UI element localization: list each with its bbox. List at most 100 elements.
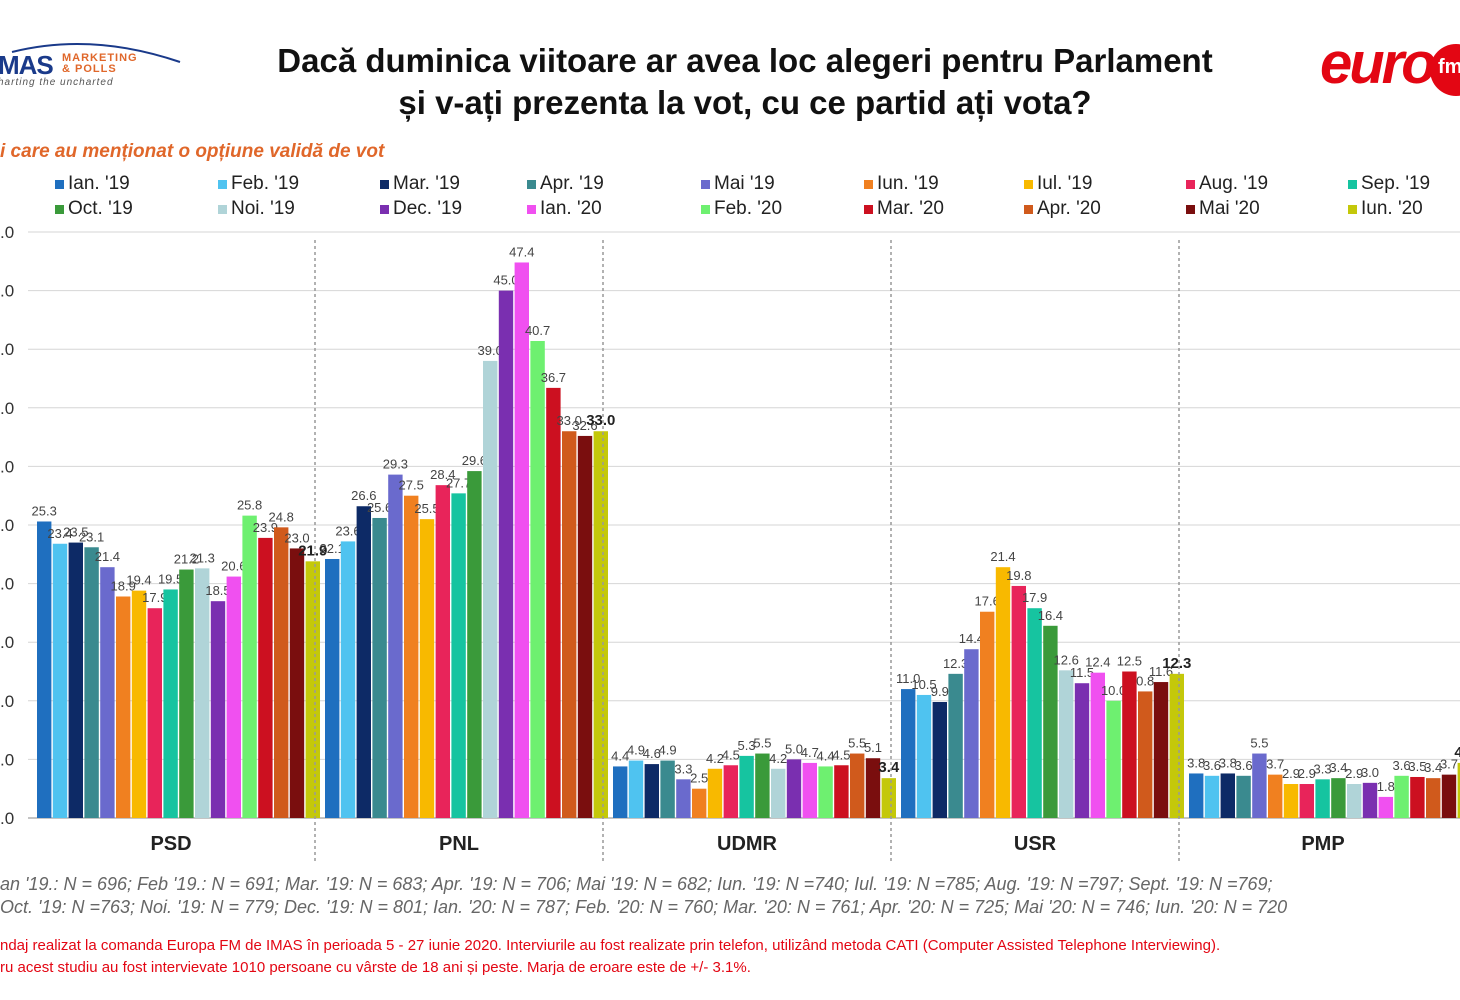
- bar: [435, 485, 450, 818]
- y-tick-label: .0: [0, 516, 14, 535]
- logo-tag-polls: & POLLS: [62, 63, 117, 75]
- data-label: 4.6: [643, 746, 661, 761]
- bar: [514, 262, 529, 818]
- bar: [593, 431, 608, 818]
- legend-label: Feb. '19: [231, 173, 299, 194]
- data-label: 25.8: [237, 498, 262, 513]
- bar: [562, 431, 577, 818]
- bar: [1378, 796, 1393, 818]
- y-tick-label: .0: [0, 692, 14, 711]
- data-label: 23.1: [79, 529, 104, 544]
- data-label: 3.6: [1203, 758, 1221, 773]
- legend-swatch: [864, 205, 873, 214]
- y-tick-label: .0: [0, 340, 14, 359]
- data-label: 4.7: [1454, 744, 1460, 761]
- bar: [1299, 784, 1314, 818]
- bar: [467, 471, 482, 818]
- data-label: 17.9: [142, 590, 167, 605]
- data-label: 4.5: [832, 747, 850, 762]
- data-label: 4.9: [659, 743, 677, 758]
- data-label: 32.6: [572, 418, 597, 433]
- chart-subtitle: i care au menționat o opțiune validă de …: [0, 141, 385, 162]
- data-label: 29.3: [383, 457, 408, 472]
- bar: [577, 435, 593, 818]
- bar: [1457, 762, 1460, 818]
- data-label: 25.5: [414, 501, 439, 516]
- data-label: 4.9: [627, 743, 645, 758]
- bar: [1252, 753, 1267, 818]
- data-label: 4.4: [817, 748, 835, 763]
- bar: [865, 758, 881, 818]
- bar: [451, 493, 466, 818]
- bar: [818, 766, 833, 818]
- sample-size-notes: an '19.: N = 696; Feb '19.: N = 691; Mar…: [0, 873, 1287, 919]
- data-label: 24.8: [269, 509, 294, 524]
- bar: [1043, 625, 1058, 818]
- bar: [1410, 776, 1425, 818]
- data-label: 27.7: [446, 475, 471, 490]
- bar: [1315, 779, 1330, 818]
- x-tick-label: USR: [1014, 833, 1057, 855]
- data-label: 12.3: [943, 656, 968, 671]
- legend-label: Iun. '19: [877, 173, 939, 194]
- data-label: 33.0: [586, 412, 615, 429]
- data-label: 3.4: [878, 759, 900, 776]
- legend-label: Mai '19: [714, 173, 775, 194]
- legend-label: Dec. '19: [393, 198, 462, 219]
- sample-note-line-2: Oct. '19: N =763; Noi. '19: N = 779; Dec…: [0, 897, 1288, 917]
- legend-swatch: [218, 205, 227, 214]
- title-line-2: și v-ați prezenta la vot, cu ce partid a…: [398, 84, 1092, 121]
- data-label: 17.9: [1022, 590, 1047, 605]
- bar: [419, 519, 435, 818]
- bar: [1106, 700, 1121, 818]
- bar: [372, 517, 387, 818]
- bar: [802, 762, 817, 818]
- x-tick-label: PMP: [1301, 833, 1344, 855]
- data-label: 3.4: [1424, 760, 1442, 775]
- data-label: 9.9: [931, 684, 949, 699]
- data-label: 25.6: [367, 500, 392, 515]
- bar: [404, 495, 419, 818]
- bar: [1074, 683, 1090, 818]
- bar: [1122, 671, 1137, 818]
- data-label: 45.0: [493, 273, 518, 288]
- europafm-logo: euro fm: [1320, 30, 1460, 100]
- bar: [771, 768, 786, 818]
- data-label: 18.9: [111, 578, 136, 593]
- data-label: 4.2: [769, 751, 787, 766]
- data-label: 21.2: [174, 552, 199, 567]
- data-label: 11.0: [896, 671, 920, 686]
- data-label: 4.5: [722, 747, 740, 762]
- bar: [1204, 775, 1220, 818]
- legend-label: Mar. '20: [877, 198, 944, 219]
- logo-brand: MAS: [0, 50, 54, 80]
- legend-swatch: [1186, 205, 1195, 214]
- bar: [1394, 775, 1409, 818]
- data-label: 5.5: [848, 736, 866, 751]
- y-tick-label: .0: [0, 750, 14, 769]
- data-label: 36.7: [541, 370, 566, 385]
- bar: [195, 568, 210, 818]
- data-label: 3.6: [1235, 758, 1253, 773]
- data-label: 5.5: [753, 736, 771, 751]
- bar: [1027, 608, 1042, 818]
- x-tick-label: PSD: [150, 833, 191, 855]
- data-label: 3.5: [1408, 759, 1426, 774]
- bar: [1220, 773, 1235, 818]
- bar: [1347, 784, 1362, 818]
- legend-swatch: [55, 205, 64, 214]
- y-tick-label: .0: [0, 575, 14, 594]
- bar: [388, 474, 403, 818]
- y-tick-label: .0: [0, 633, 14, 652]
- data-label: 2.9: [1282, 766, 1300, 781]
- bar: [755, 753, 770, 818]
- bar: [325, 558, 340, 818]
- data-label: 25.3: [32, 503, 57, 518]
- data-label: 23.9: [253, 520, 278, 535]
- data-label: 4.2: [706, 751, 724, 766]
- data-label: 12.3: [1162, 655, 1191, 672]
- legend-swatch: [1024, 180, 1033, 189]
- bar: [739, 755, 754, 818]
- bar: [226, 576, 241, 818]
- logo-tag-marketing: MARKETING: [62, 52, 138, 64]
